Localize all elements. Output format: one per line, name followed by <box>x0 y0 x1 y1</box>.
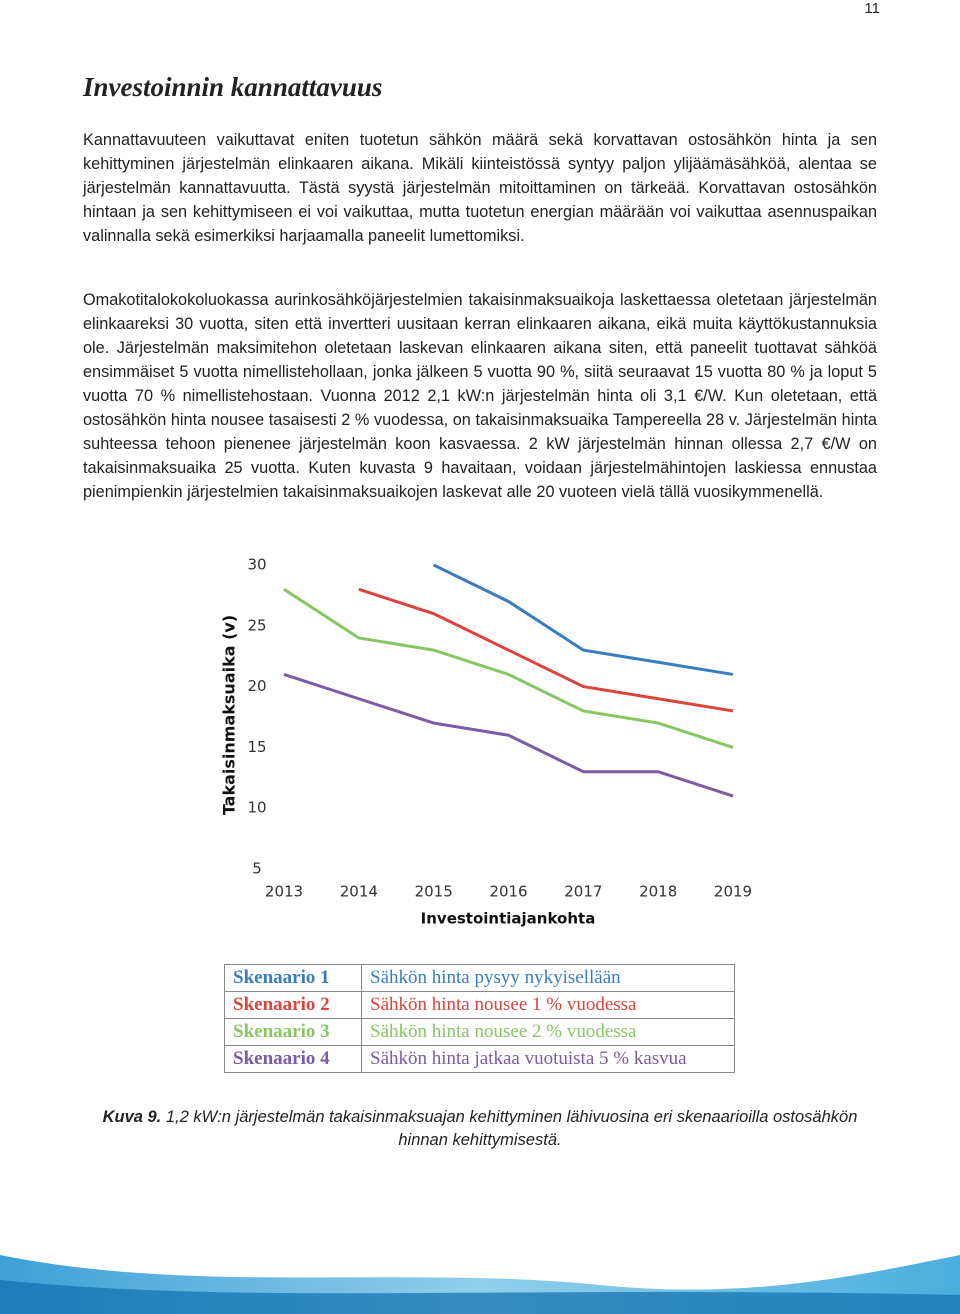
legend-name: Skenaario 2 <box>224 991 362 1019</box>
y-tick-label: 30 <box>247 556 266 574</box>
y-tick-label: 25 <box>247 616 266 634</box>
legend-table: Skenaario 1 Sähkön hinta pysyy nykyisellä… <box>224 964 735 1073</box>
legend-description: Sähkön hinta nousee 1 % vuodessa <box>361 991 735 1019</box>
y-tick-label: 15 <box>247 738 266 756</box>
series-line <box>358 587 734 713</box>
caption-label: Kuva 9. <box>102 1108 162 1126</box>
heading: Investoinnin kannattavuus <box>83 72 383 102</box>
footer-decoration <box>0 1255 960 1314</box>
legend-description: Sähkön hinta pysyy nykyisellään <box>361 964 735 992</box>
legend-description: Sähkön hinta nousee 2 % vuodessa <box>361 1018 735 1046</box>
legend-row: Skenaario 4 Sähkön hinta jatkaa vuotuista… <box>224 1045 735 1073</box>
paragraph: Omakotitalokokoluokassa aurinkosähköjärj… <box>83 291 877 501</box>
y-tick-label: 5 <box>252 860 262 878</box>
legend-row: Skenaario 2 Sähkön hinta nousee 1 % vuode… <box>224 991 735 1019</box>
y-tick-label: 10 <box>247 799 266 817</box>
series-line <box>283 588 734 749</box>
x-tick-label: 2019 <box>714 883 752 901</box>
legend-description: Sähkön hinta jatkaa vuotuista 5 % kasvua <box>361 1045 735 1073</box>
legend-name: Skenaario 3 <box>224 1018 362 1046</box>
legend-row: Skenaario 1 Sähkön hinta pysyy nykyisellä… <box>224 964 735 992</box>
legend-name: Skenaario 1 <box>224 964 362 992</box>
x-tick-label: 2017 <box>564 883 602 901</box>
paragraph: Kannattavuuteen vaikuttavat eniten tuote… <box>83 131 877 245</box>
legend-name: Skenaario 4 <box>224 1045 362 1073</box>
x-tick-label: 2015 <box>415 883 453 901</box>
x-axis-label: Investointiajankohta <box>421 910 596 928</box>
legend-row: Skenaario 3 Sähkön hinta nousee 2 % vuode… <box>224 1018 735 1046</box>
x-tick-label: 2013 <box>265 883 303 901</box>
series-line <box>433 563 734 676</box>
series-line <box>283 673 734 798</box>
x-tick-label: 2016 <box>489 883 527 901</box>
x-tick-label: 2014 <box>340 883 378 901</box>
caption-text: 1,2 kW:n järjestelmän takaisinmaksuajan … <box>165 1108 858 1149</box>
caption: Kuva 9. 1,2 kW:n järjestelmän takaisinma… <box>100 1106 860 1152</box>
page-number: 11 <box>864 0 880 17</box>
y-axis-label: Takaisinmaksuaika (v) <box>220 615 239 815</box>
y-tick-label: 20 <box>247 677 266 695</box>
chart: Takaisinmaksuaika (v) Investointiajankoh… <box>220 556 753 928</box>
x-tick-label: 2018 <box>639 883 677 901</box>
